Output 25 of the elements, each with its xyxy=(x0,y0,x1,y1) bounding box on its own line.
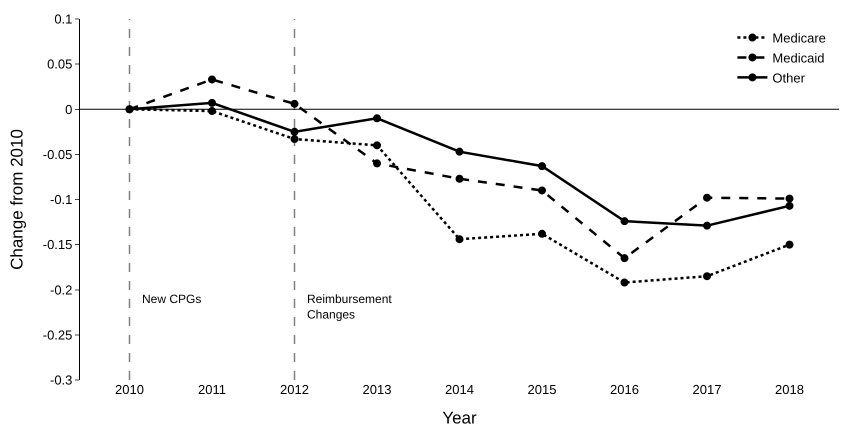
x-tick-label: 2010 xyxy=(115,382,144,397)
ref-line-label: Reimbursement Changes xyxy=(307,292,392,322)
x-tick-label: 2015 xyxy=(528,382,556,397)
x-tick-label: 2013 xyxy=(362,382,392,397)
y-tick-label: -0.05 xyxy=(42,146,72,162)
y-tick-label: 0.05 xyxy=(47,56,72,72)
y-tick-label: -0.3 xyxy=(50,372,72,388)
y-tick-label: -0.25 xyxy=(42,327,72,342)
legend-label: Medicaid xyxy=(772,50,824,66)
y-tick-label: 0.1 xyxy=(54,12,72,27)
ref-line-label: New CPGs xyxy=(142,292,202,306)
y-tick-label: 0 xyxy=(65,102,72,117)
y-tick-label: -0.1 xyxy=(50,192,72,208)
legend-label: Medicare xyxy=(772,30,826,46)
x-tick-label: 2018 xyxy=(775,382,804,397)
legend-label: Other xyxy=(772,70,806,86)
x-tick-label: 2012 xyxy=(280,382,309,397)
x-axis-title: Year xyxy=(442,408,478,428)
x-tick-label: 2014 xyxy=(445,382,474,397)
y-tick-label: -0.15 xyxy=(42,237,72,252)
x-tick-label: 2016 xyxy=(610,382,639,397)
y-tick-label: -0.2 xyxy=(50,282,72,298)
x-tick-label: 2017 xyxy=(692,382,722,397)
x-tick-label: 2011 xyxy=(198,382,226,397)
y-axis-title: Change from 2010 xyxy=(7,129,26,270)
